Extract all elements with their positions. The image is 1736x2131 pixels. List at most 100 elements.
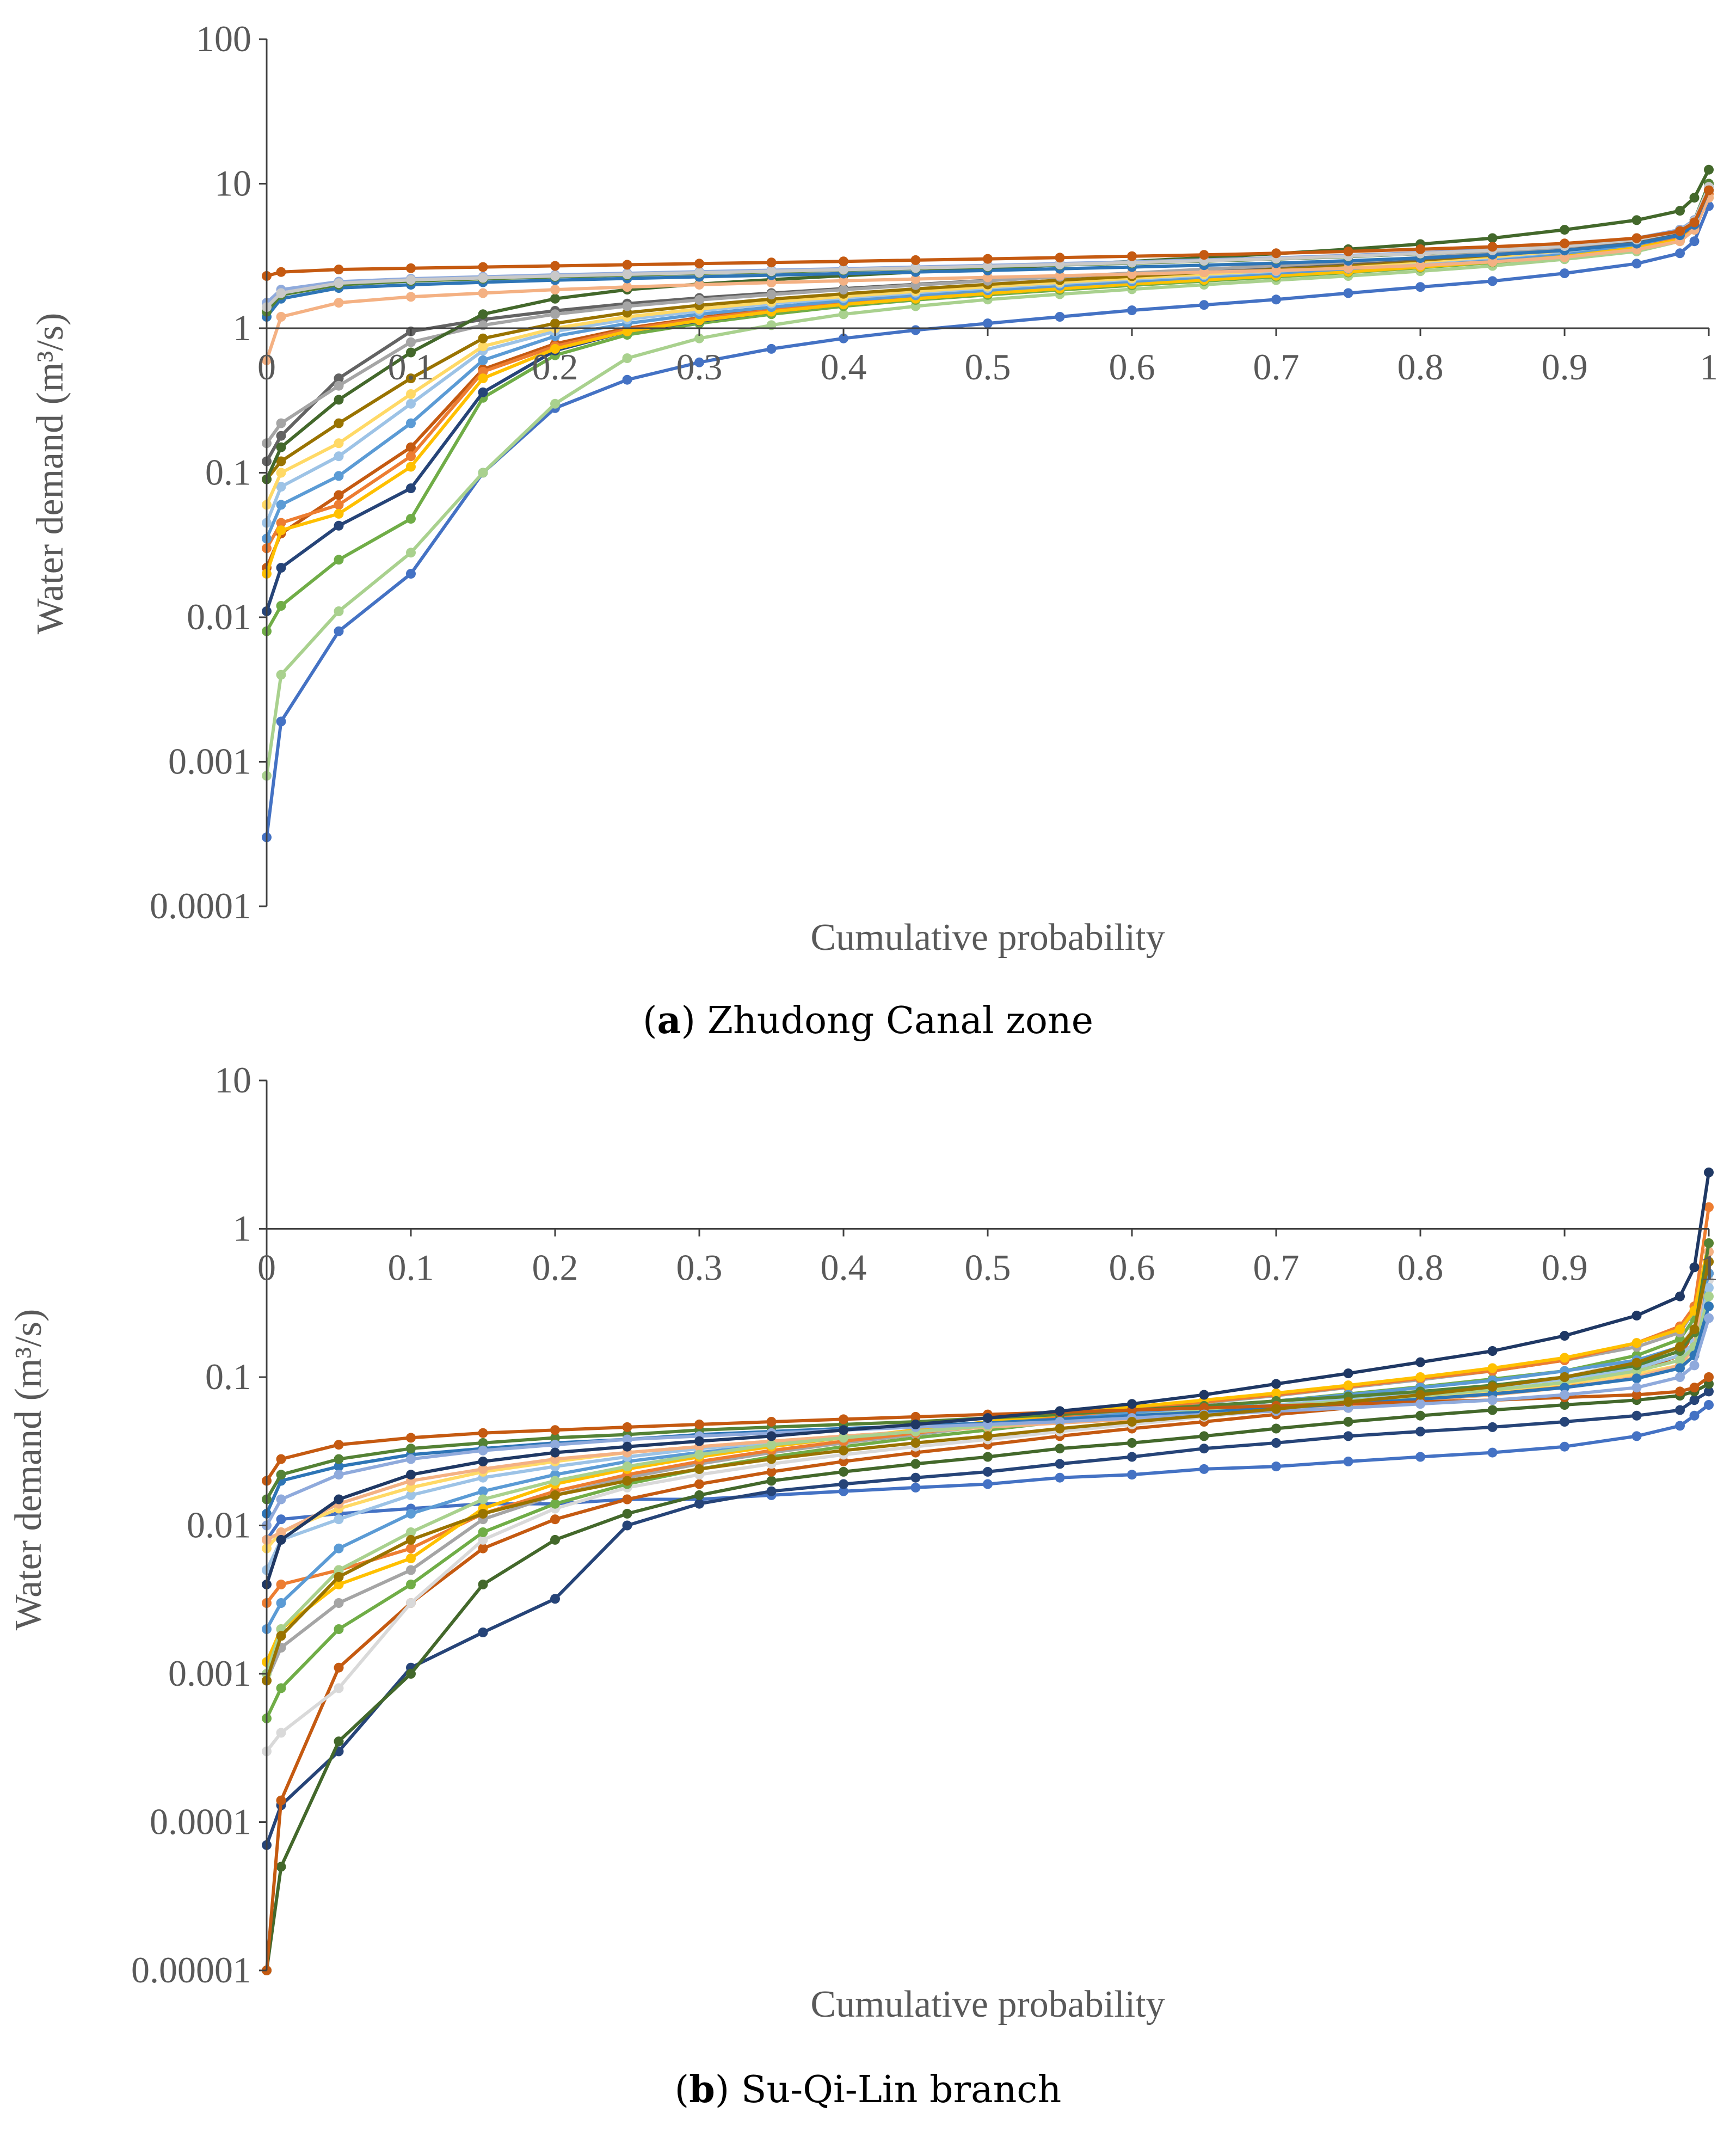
data-point — [1704, 1313, 1714, 1323]
data-point — [1199, 250, 1209, 260]
data-point — [694, 1490, 704, 1500]
data-point — [839, 1425, 848, 1435]
data-point — [839, 1445, 848, 1456]
data-point — [276, 1683, 286, 1693]
data-point — [1271, 1423, 1281, 1434]
data-point — [550, 1534, 560, 1545]
data-point — [406, 1454, 416, 1464]
data-point — [1560, 1383, 1569, 1393]
data-point — [478, 341, 488, 352]
data-point — [1343, 1431, 1353, 1441]
data-point — [1199, 300, 1209, 310]
series-s15 — [262, 193, 1714, 365]
y-tick-label: 0.001 — [168, 741, 251, 782]
data-point — [1689, 236, 1700, 247]
x-axis-title-b: Cumulative probability — [810, 1983, 1165, 2025]
data-point — [406, 337, 416, 347]
x-tick-label: 0.1 — [388, 346, 434, 388]
data-point — [694, 333, 704, 343]
y-axis-title-b: Water demand (m³/s) — [8, 1309, 50, 1631]
data-point — [766, 257, 777, 268]
data-point — [1127, 1452, 1137, 1462]
data-point — [1415, 260, 1425, 271]
data-point — [1199, 1431, 1209, 1441]
data-point — [334, 278, 344, 288]
data-point — [1560, 1331, 1569, 1341]
data-point — [406, 1433, 416, 1443]
series-line — [265, 189, 1710, 318]
data-point — [1487, 1405, 1498, 1415]
data-point — [478, 273, 488, 283]
data-point — [1055, 312, 1065, 322]
data-point — [276, 1534, 286, 1545]
data-point — [1675, 1342, 1685, 1352]
series-s19 — [262, 1257, 1714, 1686]
data-point — [1487, 276, 1498, 286]
data-point — [1560, 225, 1569, 235]
data-point — [622, 301, 632, 311]
data-point — [406, 1482, 416, 1493]
data-point — [839, 1457, 848, 1466]
data-point — [276, 670, 286, 680]
data-point — [550, 1594, 560, 1604]
data-point — [1271, 1379, 1281, 1389]
series-line — [265, 196, 1710, 575]
data-point — [1127, 251, 1137, 261]
x-tick-label: 0.3 — [676, 1247, 723, 1288]
data-point — [910, 255, 921, 265]
data-point — [839, 309, 848, 320]
data-point — [550, 1476, 560, 1486]
data-point — [1271, 265, 1281, 275]
data-point — [334, 373, 344, 384]
x-tick-label: 0.9 — [1542, 346, 1588, 388]
data-point — [1343, 246, 1353, 256]
data-point — [1487, 257, 1498, 267]
series-line — [265, 196, 1710, 361]
data-point — [406, 451, 416, 462]
data-point — [276, 312, 286, 322]
data-point — [1271, 248, 1281, 259]
y-tick-label: 0.0001 — [150, 1801, 251, 1843]
data-point — [406, 275, 416, 285]
data-point — [694, 1450, 704, 1460]
data-point — [334, 395, 344, 405]
data-point — [550, 398, 560, 409]
data-point — [406, 548, 416, 558]
data-point — [1343, 1457, 1353, 1466]
data-point — [406, 442, 416, 452]
data-point — [694, 259, 704, 269]
data-point — [1199, 1464, 1209, 1474]
data-point — [478, 309, 488, 320]
data-point — [276, 1494, 286, 1504]
data-point — [478, 373, 488, 384]
data-point — [839, 1486, 848, 1496]
data-point — [839, 1466, 848, 1477]
data-point — [334, 1494, 344, 1504]
data-point — [478, 387, 488, 397]
data-point — [1560, 238, 1569, 249]
data-point — [334, 1454, 344, 1464]
data-point — [406, 514, 416, 524]
data-point — [334, 490, 344, 500]
data-point — [334, 500, 344, 510]
y-tick-label: 10 — [214, 163, 251, 204]
data-point — [550, 261, 560, 271]
data-point — [1487, 1422, 1498, 1432]
data-point — [478, 1508, 488, 1519]
data-point — [406, 1508, 416, 1519]
data-point — [1689, 1410, 1700, 1421]
data-point — [694, 1499, 704, 1509]
data-point — [406, 398, 416, 409]
data-point — [334, 1598, 344, 1608]
data-point — [334, 1565, 344, 1575]
data-point — [406, 1527, 416, 1537]
data-point — [276, 525, 286, 536]
data-point — [276, 468, 286, 478]
data-point — [1487, 242, 1498, 252]
data-point — [622, 1494, 632, 1504]
data-point — [622, 1476, 632, 1486]
data-point — [334, 265, 344, 275]
data-point — [1704, 1372, 1714, 1382]
data-point — [406, 569, 416, 579]
data-point — [1560, 1400, 1569, 1410]
